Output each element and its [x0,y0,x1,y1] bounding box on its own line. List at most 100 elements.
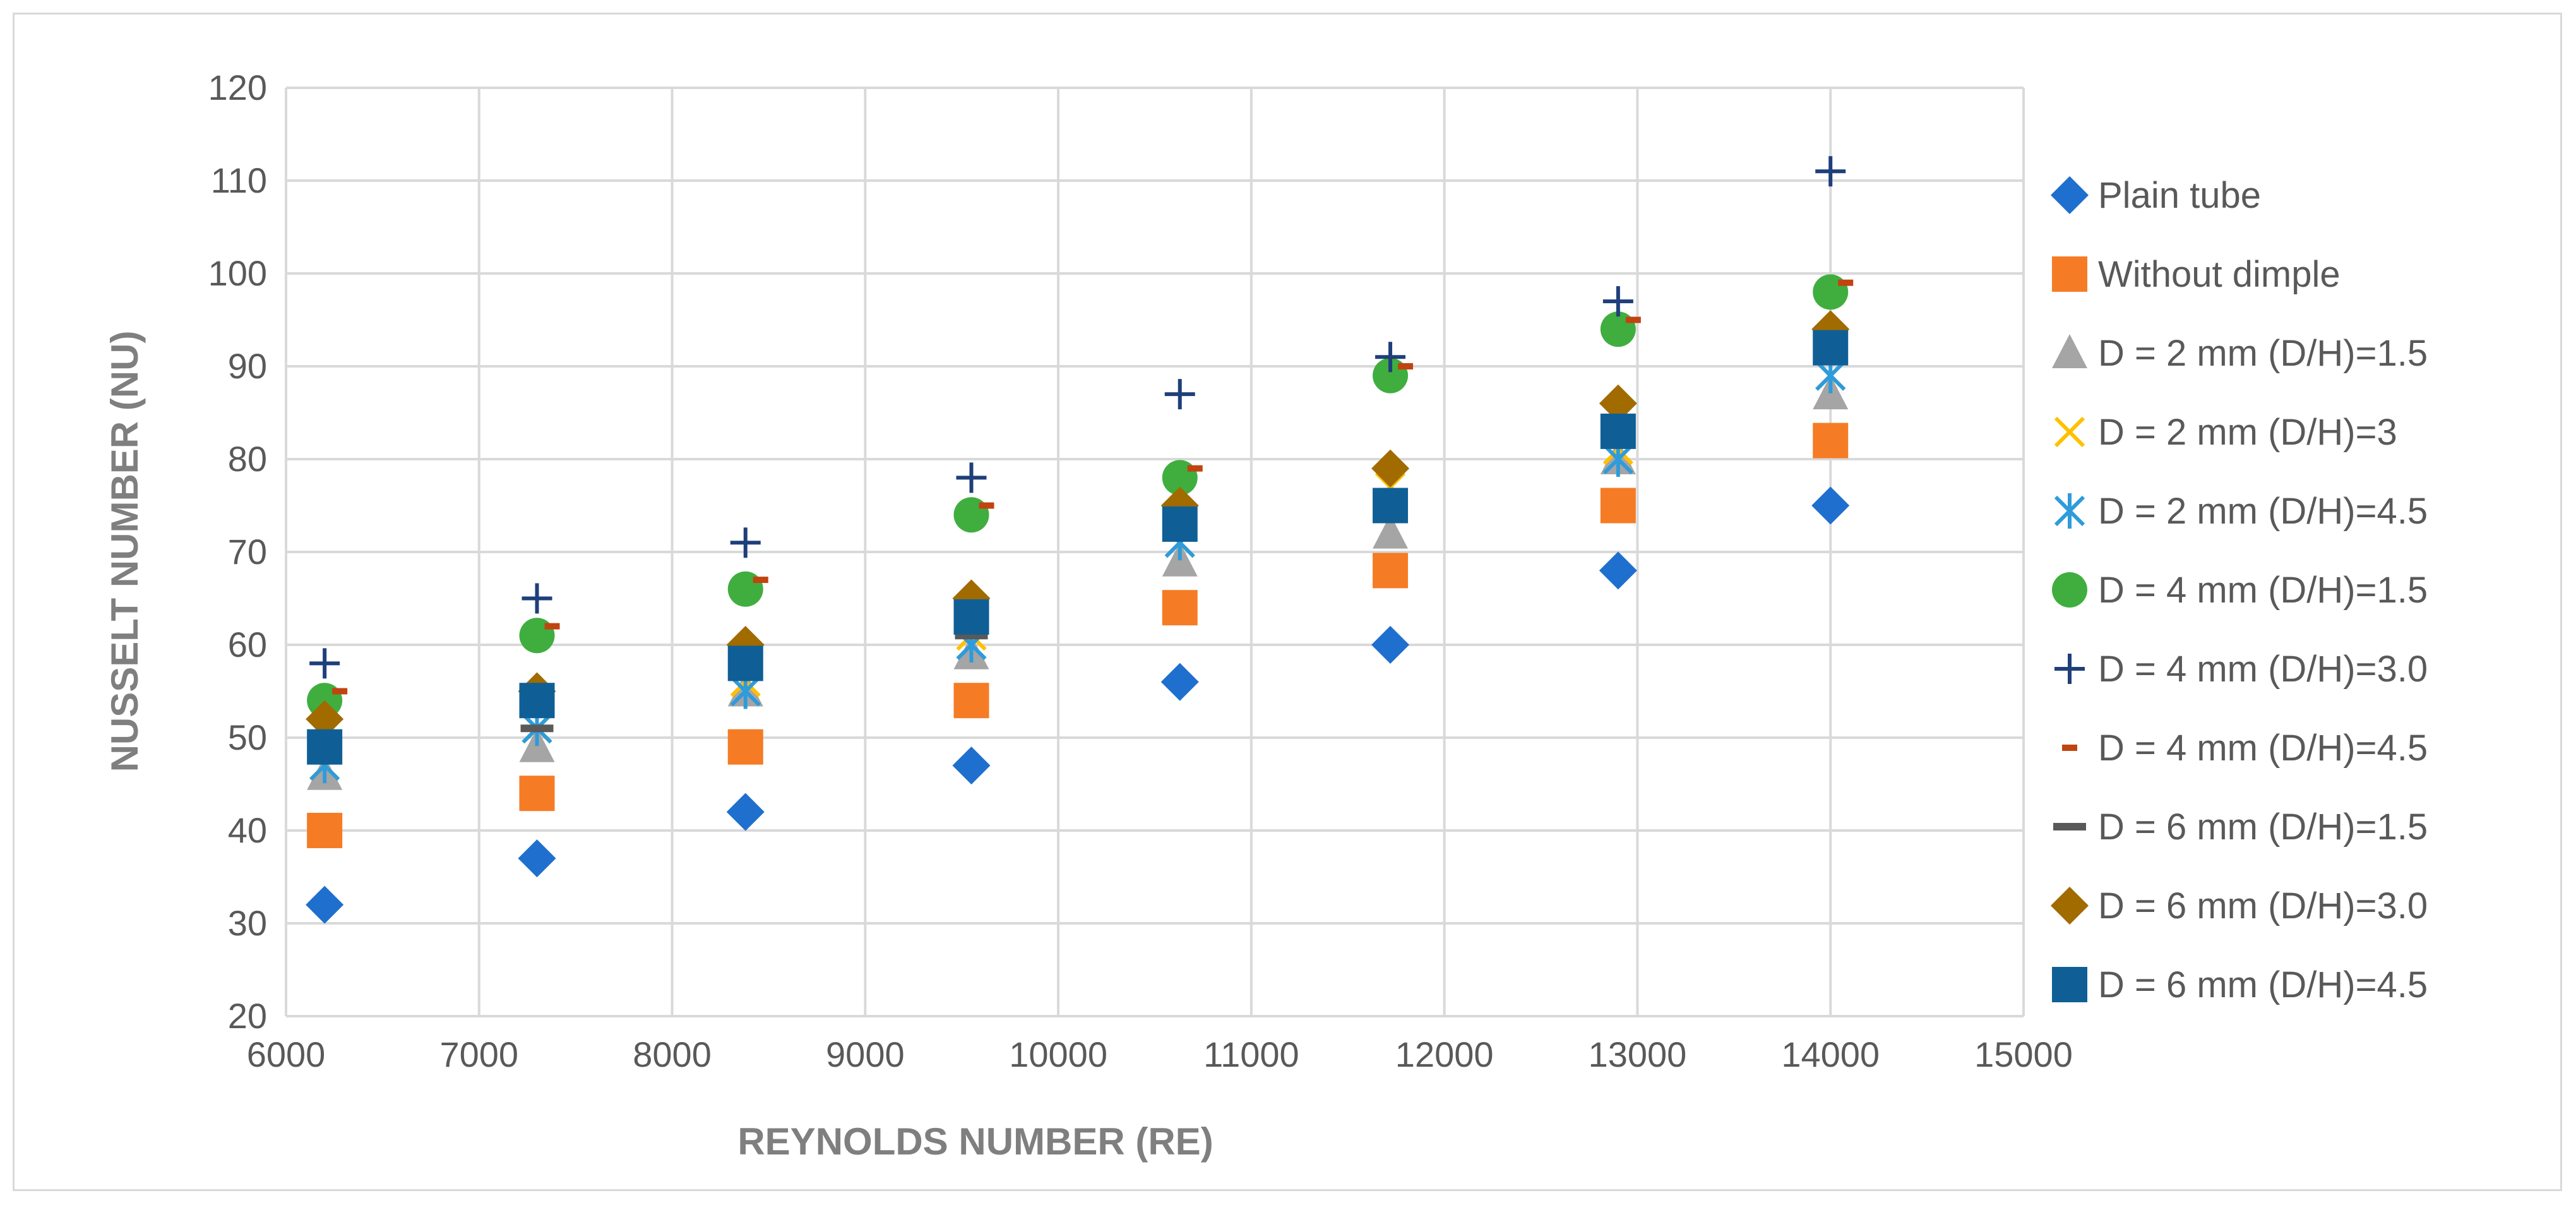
chart-svg: 6000 7000 8000 9000 10000 11000 12000 13000 1400… [104,68,2428,1163]
y-tick-label: 50 [228,717,267,757]
x-tick-label: 7000 [439,1034,518,1074]
data-point [1187,465,1203,472]
series-2 [307,423,1849,848]
legend-label: Without dimple [2098,254,2340,295]
y-tick-label: 30 [228,903,267,943]
data-point [727,729,763,765]
data-point [1813,423,1849,459]
y-tick-label: 70 [228,532,267,572]
data-point [1162,590,1198,626]
y-axis-ticks: 20 30 40 50 60 70 80 90 100 110 120 [208,68,267,1036]
data-point [309,648,340,679]
data-point [1371,449,1410,488]
data-point [1599,551,1637,590]
legend-label: D = 6 mm (D/H)=4.5 [2098,964,2428,1005]
x-tick-label: 12000 [1395,1034,1494,1074]
legend-marker [2052,256,2087,292]
data-point [952,746,991,785]
data-point [518,839,556,878]
legend-item: D = 2 mm (D/H)=4.5 [2054,491,2428,532]
data-point [730,527,761,558]
data-point [1398,363,1414,369]
grid [285,87,2025,1017]
data-point [1838,279,1854,286]
legend-marker [2052,334,2087,368]
legend-marker [2053,823,2086,830]
data-point [544,623,560,630]
legend-marker [2051,176,2089,214]
y-tick-label: 20 [228,996,267,1036]
data-point [753,577,768,584]
data-point [727,645,763,681]
data-point [519,683,555,719]
data-point [1600,488,1636,524]
data-point [520,724,554,733]
series-11 [307,330,1849,765]
data-point [1160,662,1199,701]
legend-label: D = 4 mm (D/H)=4.5 [2098,728,2428,769]
y-tick-label: 120 [208,68,267,107]
legend-item: D = 6 mm (D/H)=1.5 [2053,806,2428,848]
data-point [726,793,765,831]
data-point [1373,488,1409,524]
data-point [956,462,987,493]
legend-marker [2052,967,2087,1002]
legend-label: D = 4 mm (D/H)=3.0 [2098,649,2428,690]
series-8 [332,279,1854,695]
y-tick-label: 60 [228,625,267,664]
x-axis-ticks: 6000 7000 8000 9000 10000 11000 12000 13000 1400… [247,1034,2073,1074]
legend-marker [2062,745,2077,751]
legend-marker [2052,572,2087,608]
data-point [1373,514,1409,549]
legend-label: D = 6 mm (D/H)=1.5 [2098,806,2428,848]
x-tick-label: 8000 [633,1034,712,1074]
legend-label: D = 4 mm (D/H)=1.5 [2098,570,2428,611]
data-point [1599,384,1637,423]
legend-item: D = 6 mm (D/H)=3.0 [2051,885,2428,926]
y-tick-label: 90 [228,346,267,386]
legend-label: D = 2 mm (D/H)=4.5 [2098,491,2428,532]
data-point [1600,413,1636,449]
data-point [953,683,989,719]
data-point [307,813,343,848]
data-point [1162,506,1198,542]
legend-item: D = 4 mm (D/H)=1.5 [2052,570,2428,611]
data-point [1373,553,1409,589]
legend-label: D = 2 mm (D/H)=1.5 [2098,333,2428,374]
y-tick-label: 40 [228,810,267,850]
x-tick-label: 6000 [247,1034,326,1074]
legend-label: Plain tube [2098,175,2261,216]
legend-item: D = 4 mm (D/H)=4.5 [2062,728,2428,769]
data-point [306,700,344,738]
legend-item: D = 4 mm (D/H)=3.0 [2054,649,2428,690]
x-tick-label: 11000 [1203,1034,1299,1074]
legend-marker [2054,416,2085,448]
legend-item: D = 2 mm (D/H)=3 [2054,412,2397,453]
legend-item: Without dimple [2052,254,2340,295]
legend-label: D = 6 mm (D/H)=3.0 [2098,885,2428,926]
y-axis-title: NUSSELT NUMBER (NU) [104,331,146,772]
x-tick-label: 10000 [1009,1034,1107,1074]
data-point [953,599,989,635]
data-point [522,583,552,614]
x-tick-label: 14000 [1781,1034,1880,1074]
legend-marker [2054,493,2085,529]
legend-item: D = 6 mm (D/H)=4.5 [2052,964,2428,1005]
x-axis-title: REYNOLDS NUMBER (RE) [737,1120,1213,1163]
y-tick-label: 110 [211,160,267,200]
data-point [306,885,344,924]
data-point [1813,330,1849,366]
data-point [1602,286,1633,317]
data-point [307,729,343,765]
legend-item: Plain tube [2051,175,2261,216]
data-point [1815,156,1846,187]
series-1 [306,486,1850,924]
y-tick-label: 80 [228,439,267,479]
legend-marker [2054,654,2085,684]
data-point [1375,342,1406,373]
series-10 [306,310,1850,738]
legend-item: D = 2 mm (D/H)=1.5 [2052,333,2428,374]
data-point [979,502,994,509]
data-point [332,688,348,695]
series-7 [309,156,1846,679]
